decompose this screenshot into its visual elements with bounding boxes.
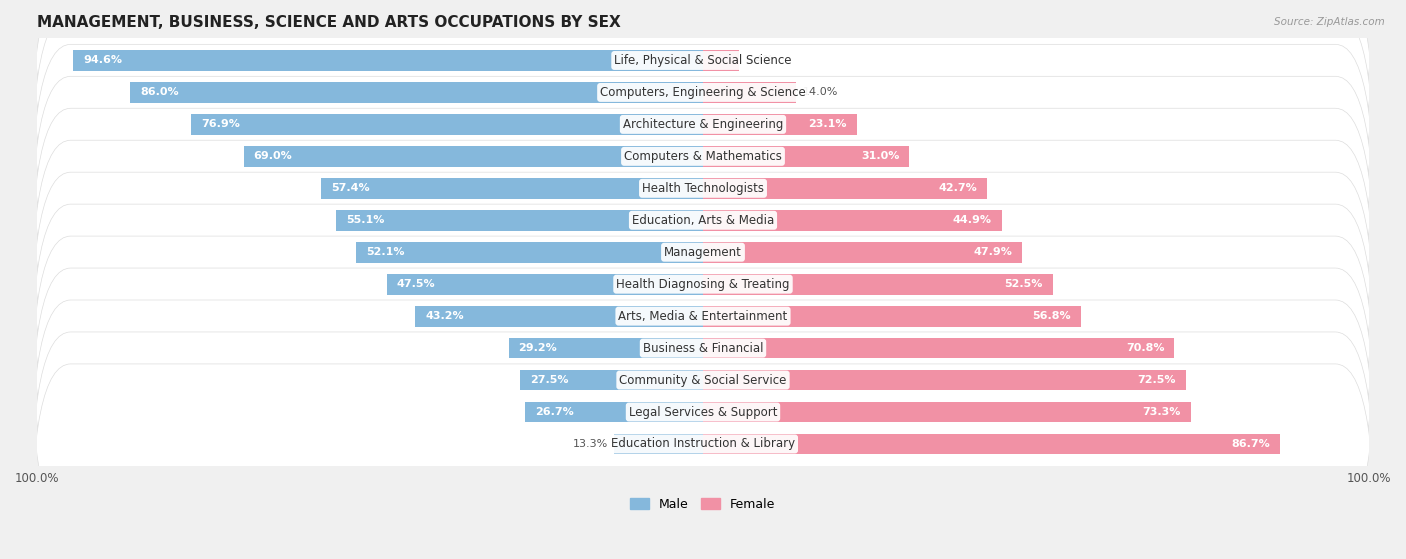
Text: 86.7%: 86.7%	[1232, 439, 1270, 449]
Legend: Male, Female: Male, Female	[626, 493, 780, 516]
Text: Arts, Media & Entertainment: Arts, Media & Entertainment	[619, 310, 787, 323]
Text: 5.4%: 5.4%	[745, 55, 773, 65]
Text: 86.0%: 86.0%	[141, 87, 179, 97]
Text: 69.0%: 69.0%	[253, 151, 292, 162]
FancyBboxPatch shape	[31, 268, 1375, 492]
Bar	[703, 50, 740, 71]
Text: Computers, Engineering & Science: Computers, Engineering & Science	[600, 86, 806, 99]
Bar	[703, 434, 1281, 454]
Text: 31.0%: 31.0%	[860, 151, 900, 162]
Text: 26.7%: 26.7%	[536, 407, 574, 417]
Bar	[520, 369, 703, 390]
Bar	[321, 178, 703, 198]
FancyBboxPatch shape	[31, 205, 1375, 428]
Bar	[336, 210, 703, 231]
FancyBboxPatch shape	[31, 300, 1375, 524]
FancyBboxPatch shape	[31, 332, 1375, 556]
Bar	[191, 114, 703, 135]
FancyBboxPatch shape	[31, 0, 1375, 172]
Bar	[703, 146, 910, 167]
Text: 13.3%: 13.3%	[572, 439, 607, 449]
Text: 70.8%: 70.8%	[1126, 343, 1164, 353]
Bar	[703, 82, 796, 103]
FancyBboxPatch shape	[31, 173, 1375, 396]
FancyBboxPatch shape	[31, 77, 1375, 300]
Bar	[703, 210, 1002, 231]
Text: Legal Services & Support: Legal Services & Support	[628, 405, 778, 419]
Text: Health Technologists: Health Technologists	[643, 182, 763, 195]
Bar	[703, 306, 1081, 326]
Bar	[703, 369, 1185, 390]
Text: 27.5%: 27.5%	[530, 375, 568, 385]
Bar	[703, 178, 987, 198]
Bar	[526, 401, 703, 423]
Text: 56.8%: 56.8%	[1032, 311, 1071, 321]
Bar	[703, 114, 856, 135]
Bar	[509, 338, 703, 358]
Text: Source: ZipAtlas.com: Source: ZipAtlas.com	[1274, 17, 1385, 27]
Bar	[703, 274, 1053, 295]
Bar	[387, 274, 703, 295]
FancyBboxPatch shape	[31, 108, 1375, 332]
FancyBboxPatch shape	[31, 236, 1375, 460]
Text: 55.1%: 55.1%	[346, 215, 384, 225]
FancyBboxPatch shape	[31, 0, 1375, 204]
Bar	[243, 146, 703, 167]
Bar	[415, 306, 703, 326]
Text: Life, Physical & Social Science: Life, Physical & Social Science	[614, 54, 792, 67]
FancyBboxPatch shape	[31, 140, 1375, 364]
Text: Education Instruction & Library: Education Instruction & Library	[612, 438, 794, 451]
Text: MANAGEMENT, BUSINESS, SCIENCE AND ARTS OCCUPATIONS BY SEX: MANAGEMENT, BUSINESS, SCIENCE AND ARTS O…	[37, 15, 621, 30]
Bar	[356, 242, 703, 263]
Text: Business & Financial: Business & Financial	[643, 342, 763, 354]
Bar	[703, 338, 1174, 358]
Text: 76.9%: 76.9%	[201, 120, 240, 129]
Text: Education, Arts & Media: Education, Arts & Media	[631, 214, 775, 227]
Text: 94.6%: 94.6%	[83, 55, 122, 65]
Text: Architecture & Engineering: Architecture & Engineering	[623, 118, 783, 131]
Text: 72.5%: 72.5%	[1137, 375, 1175, 385]
Bar	[73, 50, 703, 71]
Text: 52.5%: 52.5%	[1004, 279, 1042, 289]
Text: 47.5%: 47.5%	[396, 279, 436, 289]
Bar	[703, 242, 1022, 263]
Text: Health Diagnosing & Treating: Health Diagnosing & Treating	[616, 278, 790, 291]
Text: 42.7%: 42.7%	[939, 183, 977, 193]
Text: Community & Social Service: Community & Social Service	[619, 373, 787, 387]
Text: 43.2%: 43.2%	[426, 311, 464, 321]
Text: 29.2%: 29.2%	[519, 343, 557, 353]
Text: 44.9%: 44.9%	[953, 215, 993, 225]
Text: 73.3%: 73.3%	[1143, 407, 1181, 417]
Text: 47.9%: 47.9%	[973, 247, 1012, 257]
Text: 14.0%: 14.0%	[803, 87, 838, 97]
Text: Management: Management	[664, 246, 742, 259]
Text: 57.4%: 57.4%	[330, 183, 370, 193]
FancyBboxPatch shape	[31, 13, 1375, 236]
Bar	[614, 434, 703, 454]
Bar	[703, 401, 1191, 423]
Bar	[131, 82, 703, 103]
Text: Computers & Mathematics: Computers & Mathematics	[624, 150, 782, 163]
FancyBboxPatch shape	[31, 45, 1375, 268]
Text: 23.1%: 23.1%	[808, 120, 846, 129]
Text: 52.1%: 52.1%	[366, 247, 405, 257]
